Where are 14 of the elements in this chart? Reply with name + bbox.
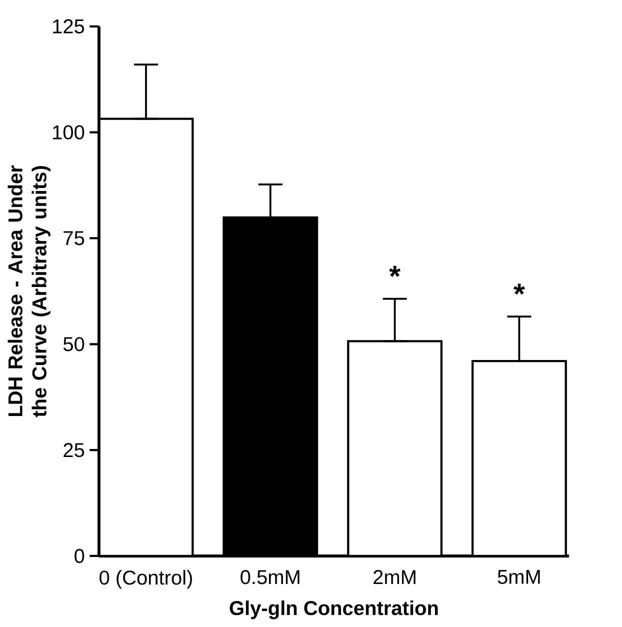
x-tick-label: 0.5mM: [240, 570, 300, 584]
y-tick-label: 75: [64, 231, 84, 246]
x-tick-label: 5mM: [498, 570, 540, 584]
x-tick-label: 2mM: [374, 570, 416, 584]
x-tick-label: 0 (Control): [100, 570, 192, 589]
x-axis-title: Gly-gln Concentration: [230, 600, 438, 620]
y-tick-label: 0: [74, 548, 84, 564]
y-tick-label: 100: [53, 125, 84, 140]
data-label: *: [389, 266, 400, 277]
y-tick-label: 125: [53, 19, 84, 34]
data-label: *: [514, 284, 525, 295]
y-axis-title: LDH Release - Area Under the Curve (Arbitrary units): [8, 165, 50, 418]
y-tick-label: 25: [64, 442, 84, 458]
y-tick-label: 50: [63, 337, 84, 352]
